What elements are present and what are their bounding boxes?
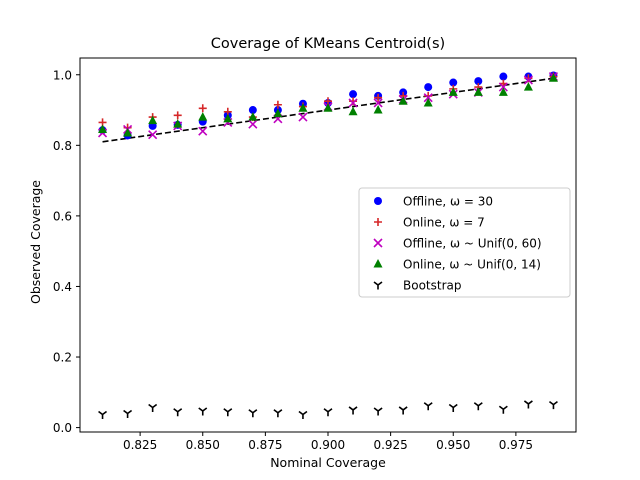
point-series4-15 — [473, 402, 483, 411]
point-series3-7 — [273, 108, 283, 118]
legend: Offline, ω = 30 Online, ω = 7 Offline, ω ~… — [358, 187, 571, 298]
point-series3-4 — [198, 112, 208, 121]
point-series0-15 — [474, 77, 483, 86]
x-axis-label: Nominal Coverage — [270, 455, 386, 470]
legend-label-0: Offline, ω = 30 — [403, 195, 493, 209]
point-series4-12 — [398, 406, 408, 415]
point-series1-7 — [273, 100, 282, 109]
point-series2-16 — [498, 82, 508, 92]
point-series4-13 — [423, 402, 433, 411]
point-series0-16 — [499, 72, 508, 81]
point-series3-17 — [523, 82, 533, 91]
legend-label-3: Online, ω ~ Unif(0, 14) — [403, 258, 541, 272]
point-series3-15 — [473, 87, 483, 96]
point-series2-2 — [148, 130, 158, 140]
legend-label-2: Offline, ω ~ Unif(0, 60) — [403, 237, 542, 251]
point-series2-17 — [523, 75, 533, 85]
point-series2-11 — [373, 98, 383, 108]
point-series4-4 — [198, 407, 208, 416]
point-series4-16 — [498, 405, 508, 414]
point-series3-6 — [248, 112, 258, 121]
y-tick-label-0: 0.0 — [53, 421, 72, 435]
series-3 — [98, 73, 558, 137]
point-series1-3 — [173, 111, 182, 120]
point-series4-6 — [248, 409, 258, 418]
point-series3-2 — [148, 115, 158, 125]
legend-marker-1 — [374, 218, 382, 226]
chart-title: Coverage of KMeans Centroid(s) — [211, 36, 445, 52]
point-series3-16 — [498, 87, 508, 96]
y-tick-label-5: 1.0 — [53, 68, 72, 82]
point-series4-14 — [448, 403, 458, 412]
point-series4-2 — [148, 403, 158, 412]
point-series4-0 — [98, 410, 108, 420]
point-series0-13 — [424, 83, 433, 92]
legend-marker-0 — [374, 197, 382, 205]
point-series4-9 — [323, 408, 333, 417]
point-series2-10 — [348, 98, 358, 108]
y-tick-label-2: 0.4 — [53, 280, 72, 294]
series-4 — [98, 400, 558, 420]
y-axis-label: Observed Coverage — [28, 180, 43, 304]
point-series4-11 — [373, 407, 383, 416]
y-tick-label-4: 0.8 — [53, 139, 72, 153]
point-series3-0 — [98, 124, 108, 133]
point-series3-18 — [548, 73, 558, 82]
point-series3-5 — [223, 113, 233, 123]
point-series0-6 — [248, 106, 257, 115]
point-series1-4 — [198, 104, 207, 113]
x-tick-label-1: 0.850 — [186, 438, 220, 452]
point-series3-3 — [173, 119, 183, 128]
point-series4-18 — [548, 401, 558, 410]
point-series3-10 — [348, 106, 358, 116]
legend-marker-3 — [373, 259, 383, 268]
point-series2-13 — [423, 93, 433, 103]
point-series3-11 — [373, 105, 383, 114]
x-tick-label-5: 0.950 — [436, 438, 470, 452]
plot-area: 0.825 0.850 0.875 0.900 0.925 0.950 0.975 0.0 0.… — [53, 57, 577, 452]
point-series4-7 — [273, 409, 283, 418]
legend-label-4: Bootstrap — [403, 279, 461, 293]
x-tick-label-3: 0.900 — [311, 438, 345, 452]
point-series4-3 — [173, 408, 183, 417]
point-series3-13 — [423, 97, 433, 107]
point-series3-9 — [323, 103, 333, 112]
x-tick-label-0: 0.825 — [123, 438, 157, 452]
point-series2-6 — [248, 119, 258, 129]
point-series3-8 — [298, 103, 308, 112]
y-tick-label-1: 0.2 — [53, 351, 72, 365]
legend-marker-4 — [373, 281, 383, 290]
legend-label-1: Online, ω = 7 — [403, 216, 485, 230]
y-tick-label-3: 0.6 — [53, 209, 72, 223]
point-series4-17 — [523, 400, 533, 409]
point-series3-14 — [448, 87, 458, 96]
point-series3-1 — [123, 127, 133, 137]
point-series0-10 — [349, 90, 358, 99]
point-series2-8 — [298, 112, 308, 122]
legend-box — [358, 187, 571, 298]
point-series4-5 — [223, 408, 233, 417]
point-series3-12 — [398, 96, 408, 105]
point-series4-1 — [123, 409, 133, 418]
point-series1-11 — [374, 93, 383, 102]
point-series4-8 — [298, 410, 308, 420]
point-series4-10 — [348, 406, 358, 415]
legend-marker-2 — [373, 238, 383, 248]
point-series2-4 — [198, 126, 208, 136]
x-tick-label-6: 0.975 — [499, 438, 533, 452]
x-tick-label-4: 0.925 — [373, 438, 407, 452]
x-tick-label-2: 0.875 — [248, 438, 282, 452]
point-series0-14 — [449, 78, 458, 87]
